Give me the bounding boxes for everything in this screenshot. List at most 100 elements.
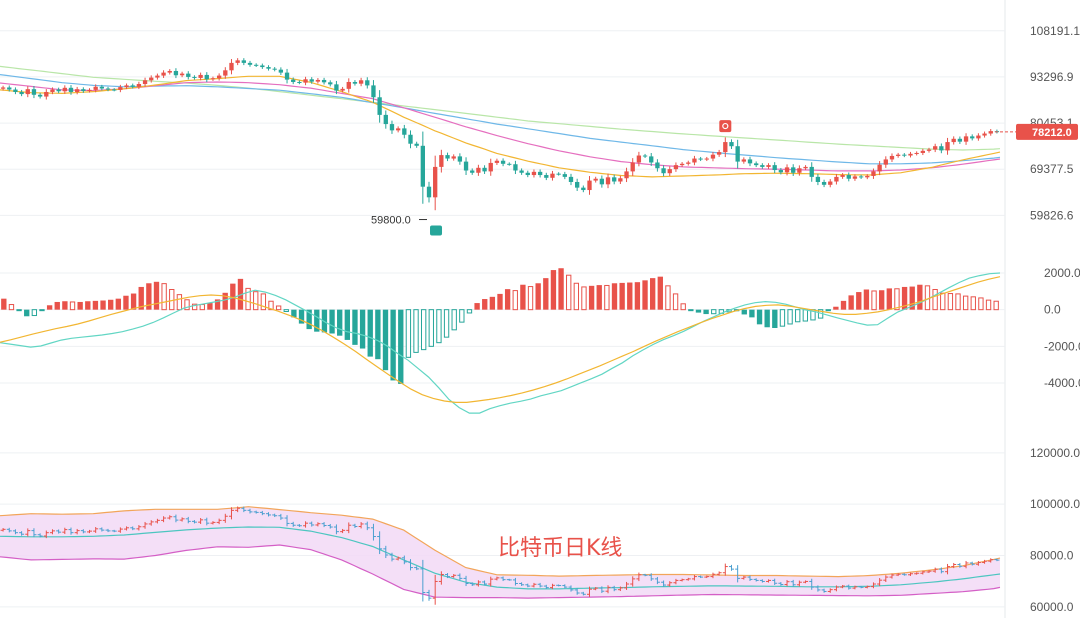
candle-down (957, 138, 963, 142)
candle-down (81, 89, 86, 91)
macd-bar-negative (428, 309, 434, 347)
candle-down (544, 175, 549, 178)
candle-down (426, 186, 432, 198)
macd-bar-negative (390, 309, 396, 381)
candle-up (667, 169, 672, 174)
macd-bar-positive (657, 276, 663, 310)
candle-down (642, 155, 648, 157)
bollinger-axis-ticks: 120000.0 100000.0 80000.0 60000.0 (1030, 446, 1080, 614)
ma-line-green (0, 65, 1001, 151)
candle-down (247, 62, 253, 65)
candle-down (402, 128, 407, 135)
candle-up (686, 162, 691, 164)
candle-down (507, 163, 512, 165)
macd-bar-negative (306, 309, 312, 330)
macd-bar-negative (359, 309, 366, 349)
candle-up (871, 171, 876, 176)
candle-down (556, 173, 561, 175)
macd-bar-positive (176, 294, 183, 311)
price-tick-label: 93296.9 (1030, 70, 1074, 84)
candle-down (970, 136, 975, 139)
candle-up (679, 163, 685, 166)
candle-down (655, 162, 660, 169)
macd-bar-positive (222, 292, 228, 310)
candle-down (186, 73, 191, 77)
macd-bar-positive (642, 280, 648, 310)
candle-down (284, 72, 290, 80)
candle-down (266, 67, 271, 69)
price-tick-label: 59826.6 (1030, 208, 1074, 222)
candle-up (889, 155, 895, 160)
candle-up (395, 128, 401, 131)
macd-bar-positive (680, 303, 686, 311)
candle-down (661, 168, 666, 174)
macd-bar-negative (420, 309, 427, 351)
candle-down (309, 79, 314, 82)
candle-up (25, 89, 30, 95)
price-panel-grid (0, 30, 1005, 216)
macd-bar-positive (169, 289, 175, 311)
candle-up (531, 171, 537, 176)
candle-down (37, 94, 43, 97)
macd-bar-negative (711, 309, 717, 315)
bollinger-tick-label: 60000.0 (1030, 600, 1074, 614)
macd-bar-negative (436, 309, 442, 344)
macd-bar-positive (527, 286, 534, 311)
candle-down (365, 80, 370, 86)
candle-down (760, 165, 765, 167)
candle-up (149, 77, 154, 81)
macd-bar-negative (772, 309, 778, 328)
macd-tick-label: -4000.0 (1044, 376, 1080, 390)
candle-up (223, 70, 228, 76)
candle-up (673, 165, 679, 170)
macd-bar-positive (146, 283, 152, 310)
macd-bar-negative (329, 309, 335, 334)
macd-bar-negative (756, 309, 763, 325)
macd-bar-positive (940, 292, 946, 311)
candle-up (75, 89, 80, 92)
macd-bar-negative (688, 309, 694, 312)
candle-up (895, 154, 901, 156)
macd-bar-negative (314, 309, 320, 332)
bollinger-panel-grid (0, 452, 1005, 608)
candle-up (340, 88, 345, 91)
macd-bar-positive (840, 300, 847, 310)
candle-down (525, 172, 530, 176)
candle-up (303, 79, 308, 83)
macd-bar-positive (108, 299, 114, 310)
macd-bar-positive (619, 282, 625, 310)
macd-bar-negative (344, 309, 350, 340)
macd-bar-positive (100, 300, 106, 310)
bollinger-upper-line (0, 506, 1001, 578)
macd-bar-positive (833, 306, 839, 310)
candle-down (575, 181, 580, 188)
candle-up (865, 175, 870, 178)
macd-histogram (1, 268, 999, 384)
bollinger-tick-label: 100000.0 (1030, 497, 1080, 511)
macd-bar-negative (352, 309, 358, 345)
candle-down (470, 170, 475, 173)
macd-bar-positive (970, 296, 976, 311)
macd-bar-negative (382, 309, 389, 371)
macd-bar-negative (291, 309, 297, 318)
candle-down (747, 159, 753, 164)
macd-tick-label: 0.0 (1044, 303, 1061, 317)
candle-down (463, 161, 469, 171)
candle-down (735, 146, 740, 162)
candle-down (778, 170, 784, 173)
macd-bar-positive (497, 293, 503, 310)
candlestick-series (0, 58, 1000, 211)
bollinger-tick-label: 120000.0 (1030, 446, 1080, 460)
candle-up (834, 176, 839, 182)
macd-bar-negative (31, 309, 38, 317)
candle-down (68, 87, 74, 92)
macd-bar-positive (138, 286, 144, 310)
macd-bar-positive (650, 278, 656, 310)
macd-bar-positive (130, 293, 137, 310)
macd-bar-negative (459, 309, 465, 323)
signal-line (0, 276, 1001, 403)
macd-bar-positive (573, 282, 580, 311)
candle-up (636, 155, 642, 163)
macd-bar-positive (268, 300, 274, 311)
macd-bar-positive (92, 300, 99, 310)
